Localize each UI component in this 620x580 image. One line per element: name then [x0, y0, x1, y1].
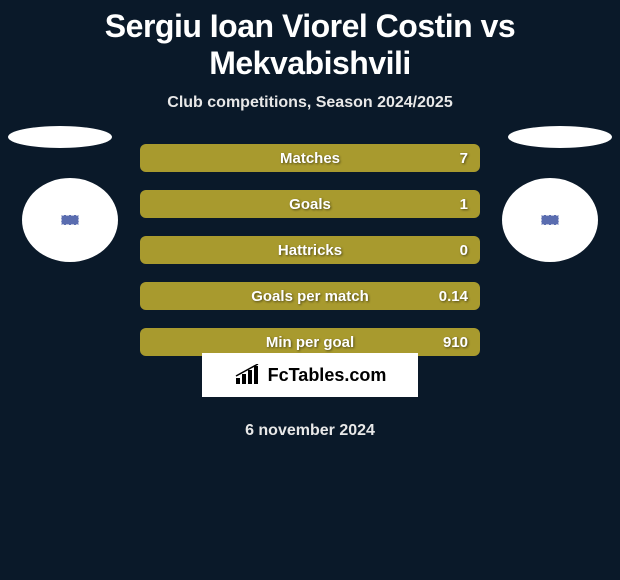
stat-label: Goals — [289, 196, 331, 213]
chart-bars-icon — [234, 364, 262, 386]
stat-label: Goals per match — [251, 288, 369, 305]
stat-label: Hattricks — [278, 242, 342, 259]
right-player-circle — [502, 178, 598, 262]
stat-row-min-per-goal: Min per goal 910 — [140, 328, 480, 356]
stat-value: 910 — [443, 334, 468, 351]
right-flag-icon — [539, 213, 561, 227]
left-player-circle — [22, 178, 118, 262]
stat-row-goals: Goals 1 — [140, 190, 480, 218]
branding-text: FcTables.com — [268, 365, 387, 386]
stat-value: 0.14 — [439, 288, 468, 305]
stat-value: 0 — [460, 242, 468, 259]
date-label: 6 november 2024 — [0, 422, 620, 440]
left-ellipse-decoration — [8, 126, 112, 148]
left-flag-icon — [59, 213, 81, 227]
stats-container: Matches 7 Goals 1 Hattricks 0 Goals per … — [140, 144, 480, 356]
page-title: Sergiu Ioan Viorel Costin vs Mekvabishvi… — [0, 0, 620, 82]
stat-label: Matches — [280, 150, 340, 167]
stat-row-matches: Matches 7 — [140, 144, 480, 172]
stat-label: Min per goal — [266, 334, 354, 351]
stat-row-hattricks: Hattricks 0 — [140, 236, 480, 264]
stat-value: 7 — [460, 150, 468, 167]
page-subtitle: Club competitions, Season 2024/2025 — [0, 94, 620, 112]
branding-badge[interactable]: FcTables.com — [202, 353, 418, 397]
stat-value: 1 — [460, 196, 468, 213]
right-ellipse-decoration — [508, 126, 612, 148]
stat-row-goals-per-match: Goals per match 0.14 — [140, 282, 480, 310]
